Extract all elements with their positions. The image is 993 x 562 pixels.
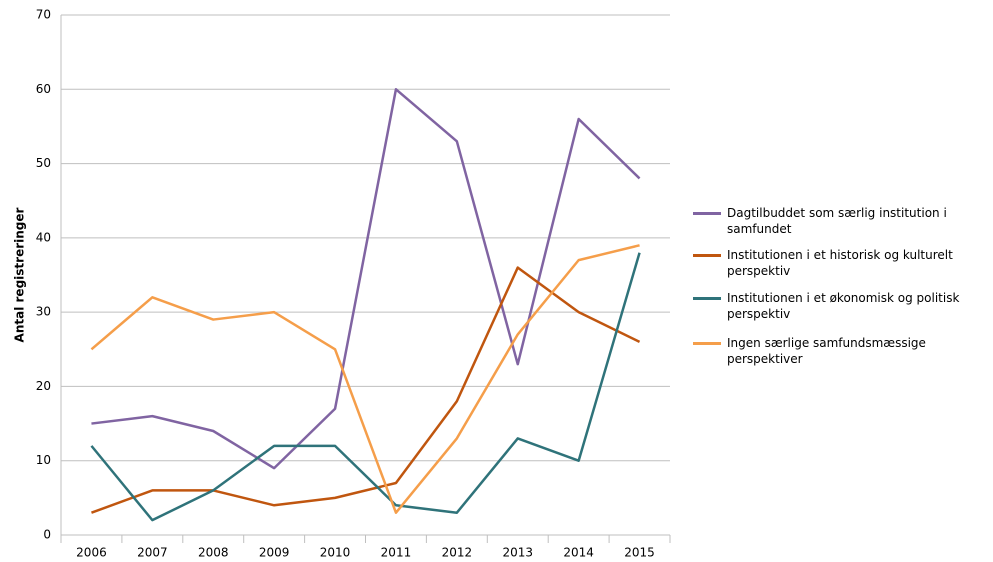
legend-entry: Dagtilbuddet som særlig institution i sa… [693, 205, 983, 237]
y-tick-label: 20 [36, 379, 51, 393]
x-tick-label: 2010 [320, 546, 351, 560]
legend-label: Institutionen i et økonomisk og politisk… [727, 291, 960, 321]
legend-swatch [693, 342, 721, 345]
x-tick-label: 2011 [381, 546, 412, 560]
x-tick-label: 2007 [137, 546, 168, 560]
y-tick-label: 60 [36, 82, 51, 96]
legend-label: Ingen særlige samfundsmæssige perspektiv… [727, 336, 926, 366]
legend-swatch [693, 254, 721, 257]
y-tick-label: 30 [36, 305, 51, 319]
y-tick-label: 70 [36, 8, 51, 22]
x-tick-label: 2013 [502, 546, 533, 560]
series-line [90, 252, 641, 522]
x-tick-label: 2015 [624, 546, 655, 560]
series-line [91, 266, 641, 514]
legend-swatch [693, 297, 721, 300]
x-tick-label: 2008 [198, 546, 229, 560]
y-tick-label: 0 [43, 528, 51, 542]
legend-entry: Institutionen i et økonomisk og politisk… [693, 290, 983, 322]
y-axis-label: Antal registreringer [13, 207, 27, 342]
y-tick-label: 50 [36, 156, 51, 170]
legend-entry: Ingen særlige samfundsmæssige perspektiv… [693, 335, 983, 367]
legend-label: Institutionen i et historisk og kulturel… [727, 248, 953, 278]
x-tick-label: 2014 [563, 546, 594, 560]
legend-entry: Institutionen i et historisk og kulturel… [693, 247, 983, 279]
x-tick-label: 2009 [259, 546, 290, 560]
series-line [90, 244, 640, 514]
x-tick-label: 2006 [76, 546, 107, 560]
legend-label: Dagtilbuddet som særlig institution i sa… [727, 206, 947, 236]
y-tick-label: 10 [36, 453, 51, 467]
y-tick-label: 40 [36, 230, 51, 244]
series-line [91, 88, 641, 470]
legend-swatch [693, 212, 721, 215]
x-tick-label: 2012 [442, 546, 473, 560]
